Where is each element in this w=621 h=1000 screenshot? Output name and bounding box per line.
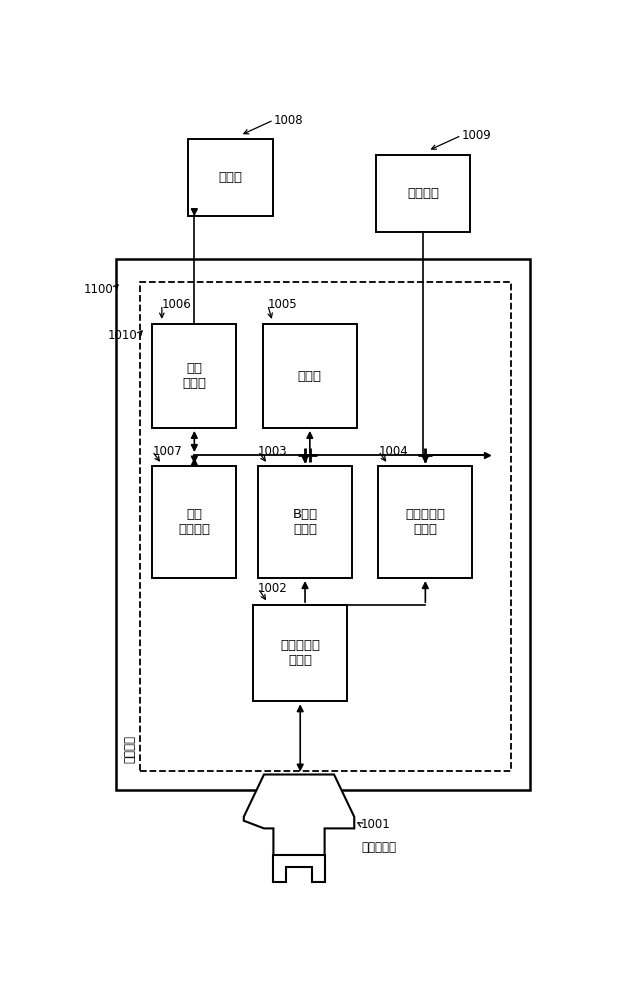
Text: 超声波探头: 超声波探头 [361,841,396,854]
Text: 1009: 1009 [461,129,491,142]
Text: 1006: 1006 [162,298,192,311]
Bar [258,466,352,578]
Bar [253,605,347,701]
Text: 超声波发送
接收部: 超声波发送 接收部 [280,639,320,667]
Text: 多普勒模式
处理部: 多普勒模式 处理部 [406,508,445,536]
Text: 疾病
定量化部: 疾病 定量化部 [178,508,211,536]
Text: 1004: 1004 [378,445,408,458]
Bar [140,282,510,771]
Text: 1001: 1001 [361,818,391,831]
Polygon shape [244,774,354,855]
Text: 1010: 1010 [108,329,138,342]
Bar [152,324,237,428]
Text: 1008: 1008 [274,113,304,126]
Polygon shape [273,855,325,882]
Text: 存储器: 存储器 [298,370,322,383]
Text: 1005: 1005 [268,298,297,311]
Bar [378,466,473,578]
Text: 显示器: 显示器 [219,171,242,184]
Text: 显示
控制部: 显示 控制部 [183,362,206,390]
Bar [188,139,273,216]
Bar [376,155,470,232]
Text: 操作单元: 操作单元 [407,187,439,200]
Text: 控制电路: 控制电路 [124,735,137,763]
Bar [152,466,237,578]
Text: 1002: 1002 [258,582,288,595]
Bar [263,324,357,428]
Text: 1007: 1007 [152,445,182,458]
Text: 1100: 1100 [84,283,114,296]
Text: B模式
处理部: B模式 处理部 [292,508,317,536]
Text: 1003: 1003 [258,445,288,458]
Bar [116,259,530,790]
